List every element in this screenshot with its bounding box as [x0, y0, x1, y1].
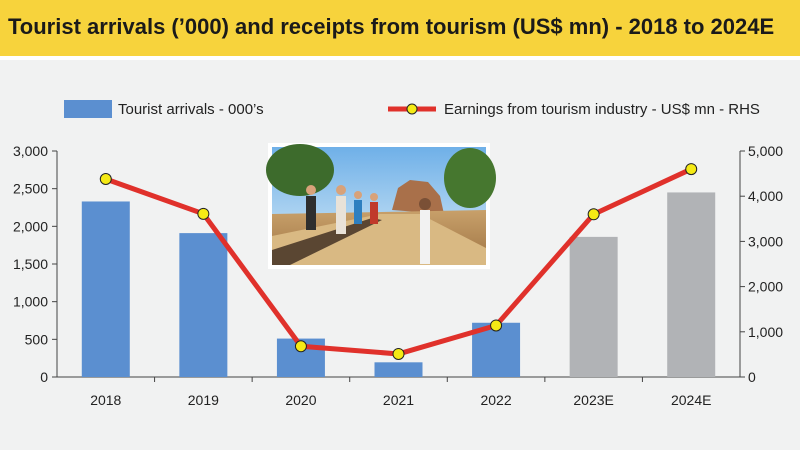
x-tick-label: 2019: [188, 392, 219, 408]
earnings-point-2019: [197, 207, 210, 220]
left-tick-label: 3,000: [13, 143, 48, 159]
bar-2019: [179, 233, 228, 377]
right-tick-label: 3,000: [748, 233, 783, 249]
legend-bar-label: Tourist arrivals - 000’s: [118, 101, 264, 118]
title-bar: Tourist arrivals (’000) and receipts fro…: [0, 0, 800, 56]
left-tick-label: 1,500: [13, 256, 48, 272]
left-tick-label: 1,000: [13, 294, 48, 310]
left-tick-label: 500: [25, 331, 49, 347]
earnings-point-2020: [294, 340, 307, 353]
bar-2018: [81, 201, 130, 377]
bar-2023E: [569, 236, 618, 377]
x-tick-label: 2024E: [671, 392, 711, 408]
left-tick-label: 2,500: [13, 181, 48, 197]
legend-line-marker: [406, 103, 418, 115]
line-series: [99, 163, 698, 360]
right-tick-label: 5,000: [748, 143, 783, 159]
x-tick-label: 2021: [383, 392, 414, 408]
x-tick-label: 2018: [90, 392, 121, 408]
legend: Tourist arrivals - 000’s Earnings from t…: [64, 100, 760, 118]
bar-series: [81, 192, 716, 377]
earnings-point-2021: [392, 347, 405, 360]
x-tick-label: 2020: [285, 392, 316, 408]
earnings-point-2024E: [685, 163, 698, 176]
x-tick-label: 2022: [480, 392, 511, 408]
left-tick-labels: 0 500 1,000 1,500 2,000 2,500 3,000: [13, 143, 57, 385]
right-tick-label: 0: [748, 369, 756, 385]
right-tick-labels: 0 1,000 2,000 3,000 4,000 5,000: [740, 143, 783, 385]
earnings-point-2023E: [587, 208, 600, 221]
legend-line-label: Earnings from tourism industry - US$ mn …: [444, 101, 760, 118]
earnings-point-2022: [490, 319, 503, 332]
x-tick-label: 2023E: [573, 392, 613, 408]
tourists-at-sigiriya-photo: [266, 143, 496, 269]
bar-2024E: [667, 192, 716, 377]
right-tick-label: 2,000: [748, 279, 783, 295]
right-tick-label: 1,000: [748, 324, 783, 340]
earnings-point-2018: [99, 173, 112, 186]
right-tick-label: 4,000: [748, 188, 783, 204]
left-tick-label: 2,000: [13, 218, 48, 234]
chart-title: Tourist arrivals (’000) and receipts fro…: [8, 14, 775, 39]
legend-bar-swatch: [64, 100, 112, 118]
x-tick-labels: 2018 2019 2020 2021 2022 2023E 2024E: [90, 377, 711, 408]
bar-2021: [374, 362, 423, 377]
left-tick-label: 0: [40, 369, 48, 385]
